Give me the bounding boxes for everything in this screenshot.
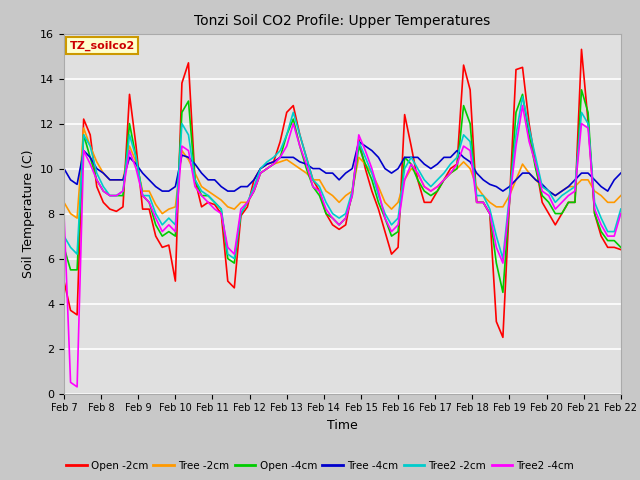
Legend: Open -2cm, Tree -2cm, Open -4cm, Tree -4cm, Tree2 -2cm, Tree2 -4cm: Open -2cm, Tree -2cm, Open -4cm, Tree -4… xyxy=(61,456,579,475)
X-axis label: Time: Time xyxy=(327,419,358,432)
Title: Tonzi Soil CO2 Profile: Upper Temperatures: Tonzi Soil CO2 Profile: Upper Temperatur… xyxy=(195,14,490,28)
Y-axis label: Soil Temperature (C): Soil Temperature (C) xyxy=(22,149,35,278)
Text: TZ_soilco2: TZ_soilco2 xyxy=(70,41,135,51)
